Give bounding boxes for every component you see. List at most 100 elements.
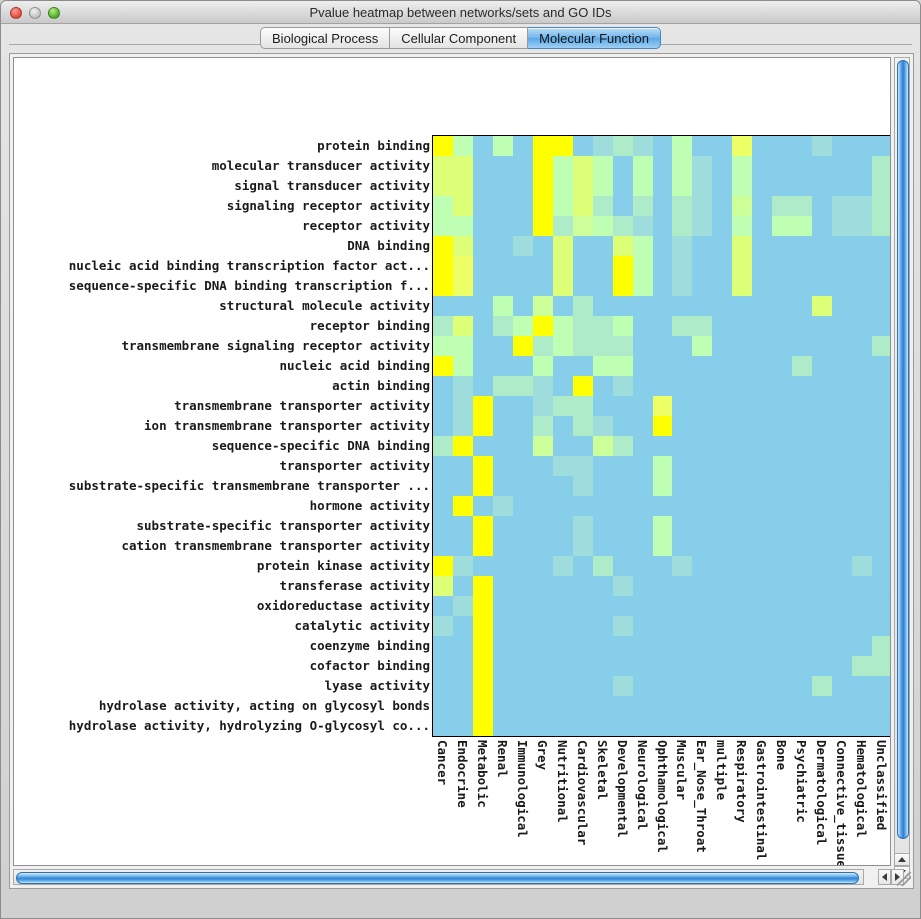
heatmap-cell[interactable]: [832, 536, 853, 556]
heatmap-cell[interactable]: [692, 276, 713, 296]
heatmap-cell[interactable]: [772, 236, 793, 256]
heatmap-cell[interactable]: [572, 396, 593, 416]
heatmap-cell[interactable]: [492, 696, 513, 716]
heatmap-cell[interactable]: [632, 556, 653, 576]
heatmap-cell[interactable]: [792, 376, 813, 396]
heatmap-cell[interactable]: [752, 296, 773, 316]
heatmap-cell[interactable]: [492, 476, 513, 496]
heatmap-cell[interactable]: [472, 516, 493, 536]
heatmap-cell[interactable]: [433, 216, 453, 236]
heatmap-cell[interactable]: [472, 436, 493, 456]
heatmap-cell[interactable]: [433, 376, 453, 396]
heatmap-cell[interactable]: [612, 316, 633, 336]
minimize-window-button[interactable]: [29, 7, 41, 19]
heatmap-cell[interactable]: [512, 616, 533, 636]
heatmap-cell[interactable]: [752, 336, 773, 356]
heatmap-cell[interactable]: [532, 536, 553, 556]
heatmap-cell[interactable]: [452, 276, 473, 296]
heatmap-cell[interactable]: [652, 656, 673, 676]
heatmap-cell[interactable]: [652, 376, 673, 396]
heatmap-cell[interactable]: [792, 196, 813, 216]
heatmap-cell[interactable]: [792, 176, 813, 196]
heatmap-cell[interactable]: [732, 456, 753, 476]
heatmap-cell[interactable]: [572, 276, 593, 296]
heatmap-cell[interactable]: [852, 496, 873, 516]
heatmap-cell[interactable]: [832, 636, 853, 656]
heatmap-cell[interactable]: [532, 156, 553, 176]
heatmap-cell[interactable]: [472, 676, 493, 696]
heatmap-cell[interactable]: [692, 436, 713, 456]
heatmap-cell[interactable]: [632, 716, 653, 736]
heatmap-cell[interactable]: [792, 656, 813, 676]
heatmap-cell[interactable]: [692, 416, 713, 436]
tab-biological-process[interactable]: Biological Process: [260, 27, 391, 49]
heatmap-cell[interactable]: [812, 276, 833, 296]
heatmap-cell[interactable]: [792, 416, 813, 436]
heatmap-cell[interactable]: [812, 536, 833, 556]
heatmap-cell[interactable]: [752, 376, 773, 396]
heatmap-cell[interactable]: [652, 636, 673, 656]
heatmap-cell[interactable]: [433, 676, 453, 696]
heatmap-cell[interactable]: [472, 656, 493, 676]
heatmap-cell[interactable]: [472, 256, 493, 276]
heatmap-cell[interactable]: [812, 676, 833, 696]
heatmap-cell[interactable]: [872, 596, 890, 616]
heatmap-cell[interactable]: [832, 456, 853, 476]
heatmap-cell[interactable]: [732, 136, 753, 156]
heatmap-cell[interactable]: [572, 596, 593, 616]
heatmap-cell[interactable]: [832, 696, 853, 716]
heatmap-cell[interactable]: [532, 236, 553, 256]
heatmap-cell[interactable]: [512, 316, 533, 336]
heatmap-cell[interactable]: [472, 316, 493, 336]
heatmap-cell[interactable]: [652, 496, 673, 516]
heatmap-cell[interactable]: [692, 536, 713, 556]
heatmap-cell[interactable]: [772, 676, 793, 696]
heatmap-cell[interactable]: [592, 576, 613, 596]
heatmap-cell[interactable]: [732, 356, 753, 376]
heatmap-cell[interactable]: [692, 256, 713, 276]
heatmap-cell[interactable]: [532, 476, 553, 496]
heatmap-cell[interactable]: [752, 696, 773, 716]
heatmap-cell[interactable]: [672, 616, 693, 636]
heatmap-cell[interactable]: [872, 456, 890, 476]
heatmap-cell[interactable]: [492, 596, 513, 616]
heatmap-cell[interactable]: [732, 176, 753, 196]
heatmap-cell[interactable]: [433, 396, 453, 416]
heatmap-cell[interactable]: [852, 316, 873, 336]
heatmap-cell[interactable]: [552, 276, 573, 296]
heatmap-cell[interactable]: [592, 516, 613, 536]
heatmap-cell[interactable]: [433, 536, 453, 556]
heatmap-cell[interactable]: [672, 456, 693, 476]
heatmap-cell[interactable]: [852, 716, 873, 736]
heatmap-cell[interactable]: [712, 716, 733, 736]
heatmap-cell[interactable]: [433, 696, 453, 716]
heatmap-cell[interactable]: [492, 176, 513, 196]
heatmap-cell[interactable]: [732, 576, 753, 596]
heatmap-cell[interactable]: [532, 216, 553, 236]
heatmap-cell[interactable]: [792, 216, 813, 236]
heatmap-cell[interactable]: [812, 556, 833, 576]
heatmap-cell[interactable]: [752, 716, 773, 736]
heatmap-cell[interactable]: [492, 336, 513, 356]
heatmap-cell[interactable]: [452, 216, 473, 236]
heatmap-cell[interactable]: [732, 316, 753, 336]
heatmap-cell[interactable]: [512, 716, 533, 736]
heatmap-cell[interactable]: [532, 456, 553, 476]
heatmap-cell[interactable]: [692, 456, 713, 476]
heatmap-cell[interactable]: [732, 656, 753, 676]
heatmap-cell[interactable]: [872, 436, 890, 456]
heatmap-cell[interactable]: [612, 516, 633, 536]
heatmap-cell[interactable]: [712, 556, 733, 576]
heatmap-cell[interactable]: [712, 636, 733, 656]
heatmap-cell[interactable]: [592, 176, 613, 196]
heatmap-cell[interactable]: [772, 556, 793, 576]
heatmap-cell[interactable]: [832, 196, 853, 216]
heatmap-cell[interactable]: [492, 436, 513, 456]
heatmap-cell[interactable]: [752, 456, 773, 476]
heatmap-cell[interactable]: [652, 436, 673, 456]
heatmap-cell[interactable]: [612, 216, 633, 236]
close-window-button[interactable]: [10, 7, 22, 19]
heatmap-cell[interactable]: [652, 216, 673, 236]
heatmap-cell[interactable]: [452, 196, 473, 216]
heatmap-cell[interactable]: [692, 316, 713, 336]
